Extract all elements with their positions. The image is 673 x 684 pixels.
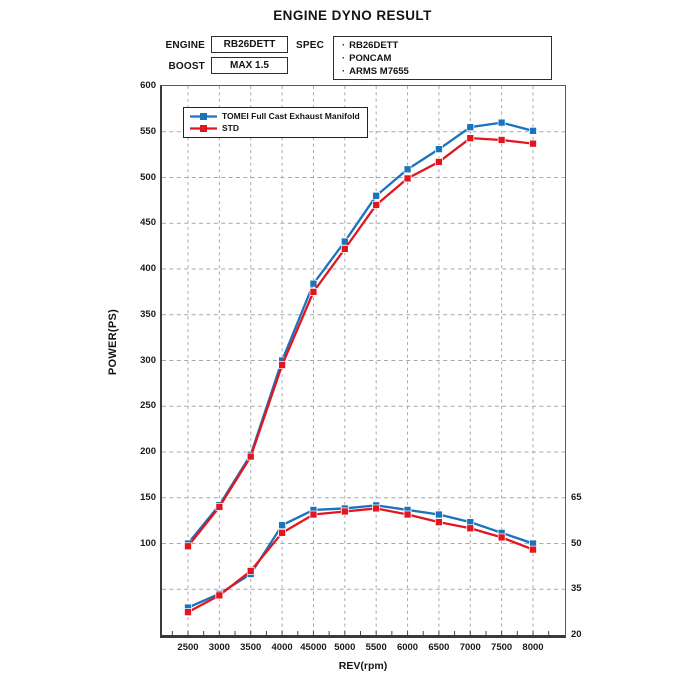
data-point-std-power [497, 135, 506, 144]
spec-item-text: PONCAM [349, 52, 392, 64]
data-point-std-torque [466, 523, 475, 532]
left-axis-tick-label: 200 [140, 446, 156, 457]
x-axis-tick-label: 6500 [428, 642, 450, 653]
engine-label: ENGINE [165, 40, 205, 51]
data-point-std-torque [184, 607, 192, 616]
legend-item: STD [190, 122, 360, 134]
x-axis-tick-label: 2500 [177, 642, 199, 653]
x-axis-tick-label: 45000 [300, 642, 327, 653]
x-axis-tick-label: 6000 [396, 642, 419, 653]
legend-line-marker-icon [190, 124, 217, 132]
data-point-std-torque [497, 533, 506, 541]
series-line-tomei-power [187, 120, 534, 544]
data-point-tomei-torque [278, 520, 286, 529]
left-axis-tick-label: 550 [140, 125, 156, 137]
left-axis-tick-label: 600 [140, 80, 156, 91]
data-point-std-torque [435, 517, 443, 526]
right-axis-tick-label: 65 [571, 491, 582, 503]
x-axis-tick-label: 3500 [240, 642, 262, 653]
data-point-tomei-torque [435, 510, 443, 518]
left-axis-tick-label: 150 [140, 491, 156, 503]
left-axis-tick-label: 450 [140, 217, 156, 229]
left-axis-tick-label: 400 [140, 263, 156, 274]
engine-value-box: RB26DETT [211, 36, 288, 53]
boost-value-box: MAX 1.5 [211, 57, 288, 74]
boost-label: BOOST [168, 61, 205, 72]
dyno-chart-plot-area [160, 84, 566, 638]
data-point-std-torque [529, 545, 537, 553]
x-axis-tick-label: 8000 [522, 642, 544, 653]
spec-item: · RB26DETT [342, 39, 543, 52]
data-point-std-power [529, 139, 537, 147]
x-axis-tick-label: 4000 [271, 642, 293, 653]
chart-legend: TOMEI Full Cast Exhaust Manifold STD [183, 107, 368, 138]
right-axis-tick-label: 20 [571, 629, 582, 640]
bullet-icon: · [342, 52, 346, 64]
spec-label: SPEC [296, 40, 325, 51]
series-line-tomei-torque [187, 503, 534, 609]
spec-box: · RB26DETT · PONCAM · ARMS M7655 [333, 36, 552, 80]
data-point-tomei-power [309, 279, 318, 287]
x-axis-tick-label: 5000 [334, 642, 356, 653]
data-point-std-power [340, 244, 349, 253]
x-axis-tick-label: 3000 [208, 642, 230, 653]
legend-item: TOMEI Full Cast Exhaust Manifold [190, 110, 360, 122]
data-point-std-torque [403, 510, 412, 518]
x-axis-tick-label: 7500 [491, 642, 513, 653]
left-axis-tick-label: 500 [140, 171, 156, 183]
legend-label: TOMEI Full Cast Exhaust Manifold [222, 111, 360, 121]
left-axis-tick-label: 300 [140, 354, 156, 366]
data-point-tomei-power [403, 164, 412, 173]
data-point-std-power [215, 502, 224, 511]
series-line-std-power [187, 136, 534, 547]
data-point-std-power [435, 157, 443, 166]
data-point-std-power [246, 452, 255, 460]
legend-label: STD [222, 123, 239, 133]
series-line-std-torque [187, 506, 534, 613]
spec-item: · PONCAM [342, 52, 543, 65]
data-point-std-power [184, 541, 192, 550]
data-point-std-torque [246, 566, 255, 575]
data-point-std-power [278, 360, 286, 369]
data-point-std-power [309, 287, 318, 296]
left-axis-tick-label: 100 [140, 537, 156, 549]
data-point-std-power [403, 174, 412, 182]
rev-axis-title: REV(rpm) [338, 660, 388, 672]
data-point-tomei-power [466, 122, 475, 131]
data-point-std-power [466, 133, 475, 142]
data-point-std-torque [309, 510, 318, 518]
spec-item: · ARMS M7655 [342, 65, 543, 78]
data-point-std-torque [340, 507, 349, 515]
data-point-std-torque [215, 591, 224, 599]
left-axis-tick-label: 250 [140, 400, 156, 412]
x-axis-tick-label: 7000 [459, 642, 481, 653]
dyno-chart-svg [162, 85, 565, 635]
page-title: ENGINE DYNO RESULT [273, 8, 432, 23]
x-axis-tick-label: 5500 [365, 642, 387, 653]
right-axis-tick-label: 50 [571, 537, 582, 549]
bullet-icon: · [342, 39, 346, 51]
spec-item-text: RB26DETT [349, 39, 399, 51]
left-axis-tick-label: 350 [140, 308, 156, 320]
right-axis-tick-label: 35 [571, 583, 582, 595]
data-point-tomei-power [435, 144, 443, 153]
data-point-tomei-power [529, 126, 537, 135]
spec-item-text: ARMS M7655 [349, 65, 409, 77]
bullet-icon: · [342, 65, 346, 77]
legend-line-marker-icon [190, 112, 217, 120]
data-point-std-torque [278, 528, 286, 537]
data-point-tomei-power [497, 118, 506, 126]
data-point-std-power [372, 200, 381, 209]
data-point-std-torque [372, 504, 381, 512]
data-point-tomei-power [372, 191, 381, 200]
